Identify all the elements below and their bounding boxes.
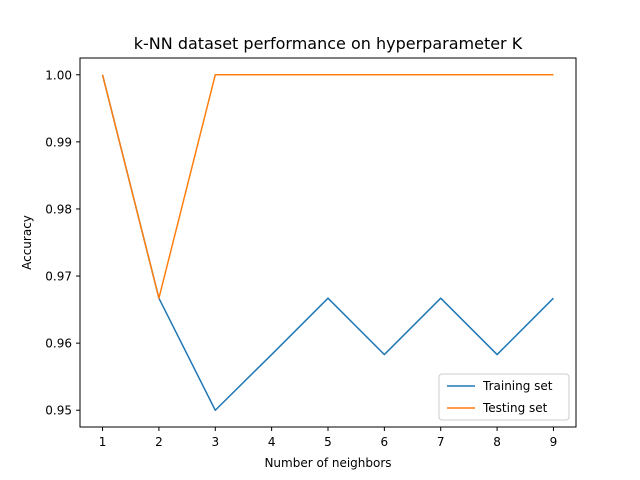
y-tick-label: 1.00 bbox=[45, 68, 72, 82]
x-tick-label: 4 bbox=[268, 435, 276, 449]
y-tick-label: 0.95 bbox=[45, 404, 72, 418]
legend-label-testing: Testing set bbox=[482, 401, 548, 415]
series-lines bbox=[101, 74, 554, 411]
legend-label-training: Training set bbox=[482, 379, 553, 393]
chart-title: k-NN dataset performance on hyperparamet… bbox=[134, 34, 523, 53]
plot-frame bbox=[79, 57, 577, 428]
x-tick-label: 2 bbox=[155, 435, 163, 449]
series-line-training-set bbox=[101, 74, 554, 411]
y-tick-label: 0.97 bbox=[45, 270, 72, 284]
y-tick-label: 0.98 bbox=[45, 202, 72, 216]
x-tick-label: 3 bbox=[211, 435, 219, 449]
x-tick-label: 1 bbox=[99, 435, 107, 449]
series-line-testing-set bbox=[101, 74, 554, 299]
x-tick-label: 8 bbox=[493, 435, 501, 449]
x-axis-label: Number of neighbors bbox=[264, 456, 391, 470]
y-tick-label: 0.99 bbox=[45, 135, 72, 149]
y-axis-ticks: 0.95 0.96 0.97 0.98 0.99 1.00 bbox=[45, 68, 80, 418]
x-tick-label: 5 bbox=[324, 435, 332, 449]
y-tick-label: 0.96 bbox=[45, 337, 72, 351]
legend: Training set Testing set bbox=[438, 373, 570, 421]
y-axis-label: Accuracy bbox=[20, 215, 34, 270]
x-tick-label: 6 bbox=[381, 435, 389, 449]
x-tick-label: 7 bbox=[437, 435, 445, 449]
x-tick-label: 9 bbox=[550, 435, 558, 449]
x-axis-ticks: 1 2 3 4 5 6 7 8 9 bbox=[99, 427, 558, 449]
